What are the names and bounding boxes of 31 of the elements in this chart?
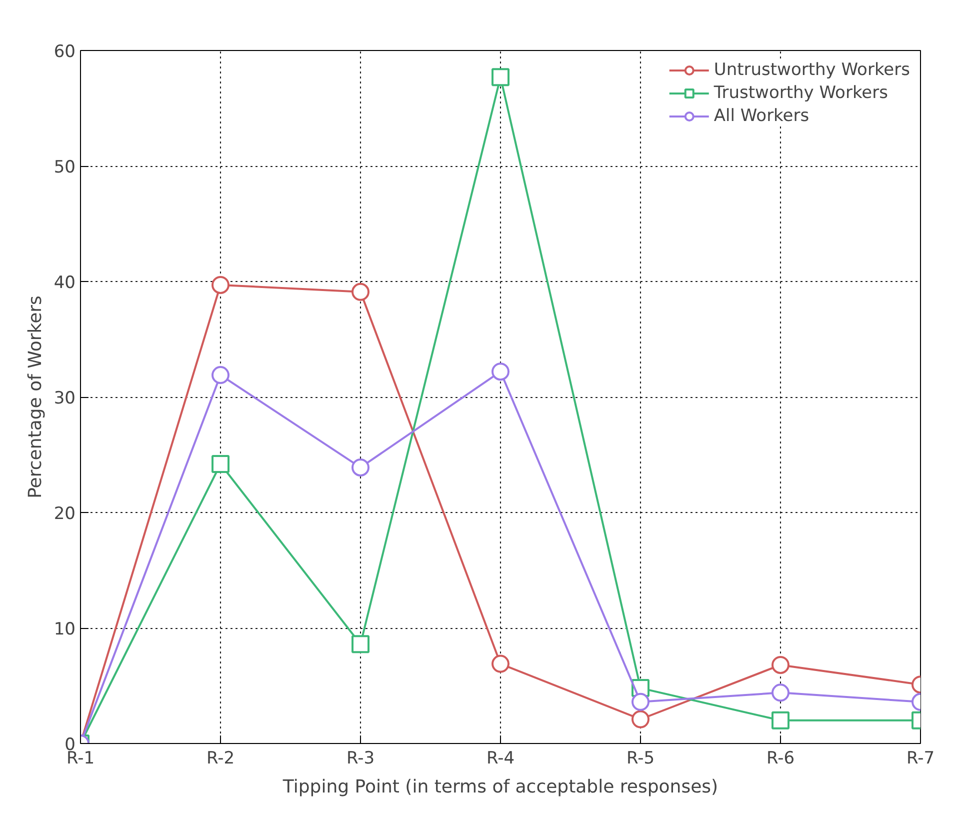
point	[492, 654, 510, 673]
y-tick-label: 30	[54, 388, 76, 408]
y-tick-label: 20	[54, 504, 76, 524]
point	[212, 366, 230, 384]
point	[352, 458, 370, 476]
y-axis-title: Percentage of Workers	[24, 296, 46, 498]
x-tick-label: R-3	[346, 748, 375, 768]
point	[772, 656, 790, 674]
x-tick-label: R-5	[626, 748, 655, 768]
point	[212, 276, 230, 294]
point	[492, 68, 510, 86]
y-tick-label: 60	[54, 42, 76, 62]
point	[632, 692, 650, 711]
point	[492, 362, 510, 381]
point	[212, 454, 230, 473]
y-tick-label: 50	[54, 158, 76, 178]
point	[632, 710, 650, 728]
legend-label: Untrustworthy Workers	[714, 60, 910, 80]
point	[352, 635, 370, 654]
point	[352, 282, 370, 301]
legend-label: All Workers	[714, 106, 810, 126]
legend-label: Trustworthy Workers	[714, 83, 888, 103]
x-tick-label: R-6	[766, 748, 795, 768]
y-tick-label: 10	[54, 620, 76, 640]
x-tick-label: R-7	[906, 748, 935, 768]
x-tick-label: R-2	[206, 748, 235, 768]
y-tick-label: 40	[54, 273, 76, 293]
point	[772, 684, 790, 702]
point	[772, 711, 790, 730]
x-axis-title: Tipping Point (in terms of acceptable responses)	[282, 776, 718, 798]
x-tick-label: R-4	[486, 748, 515, 768]
